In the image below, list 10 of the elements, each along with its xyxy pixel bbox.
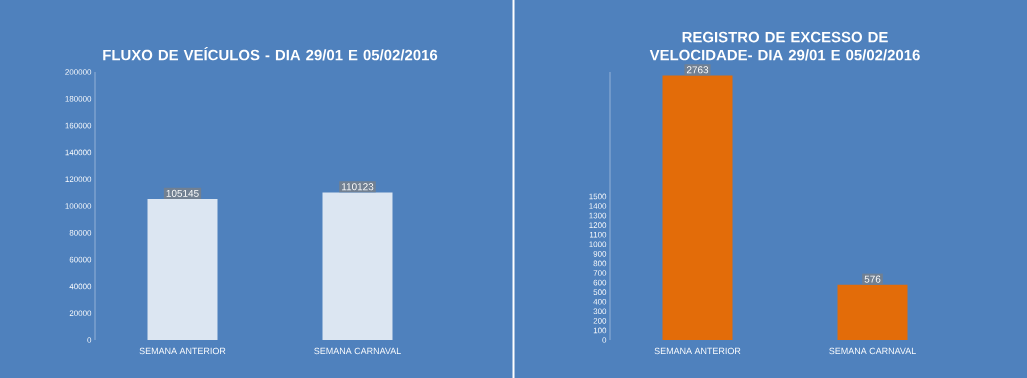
data-label: 2763 bbox=[686, 66, 709, 74]
x-tick-label: SEMANA ANTERIOR bbox=[654, 347, 741, 355]
data-label: 105145 bbox=[166, 189, 199, 197]
chart-title: FLUXO DE VEÍCULOS - DIA 29/01 E 05/02/2016 bbox=[103, 46, 438, 61]
chart-title: REGISTRO DE EXCESSO DE VELOCIDADE- DIA 29/01 E 05/02/2016 bbox=[649, 31, 920, 61]
x-tick-label: SEMANA ANTERIOR bbox=[139, 347, 226, 355]
data-label: 576 bbox=[864, 275, 881, 283]
x-tick-label: SEMANA CARNAVAL bbox=[829, 347, 916, 355]
x-tick-label: SEMANA CARNAVAL bbox=[314, 347, 401, 355]
data-label: 110123 bbox=[342, 183, 374, 191]
